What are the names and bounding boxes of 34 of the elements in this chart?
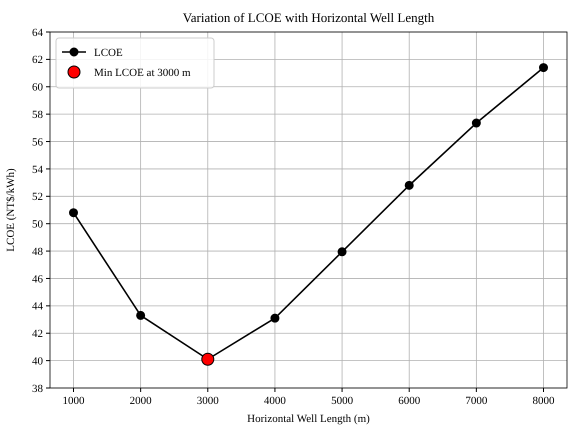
x-tick-label: 6000 [398, 395, 421, 407]
x-tick-label: 8000 [532, 395, 555, 407]
y-tick-label: 40 [32, 355, 44, 368]
y-tick-label: 54 [32, 164, 44, 176]
x-axis-title: Horizontal Well Length (m) [247, 413, 370, 425]
chart-title: Variation of LCOE with Horizontal Well Length [182, 10, 435, 25]
y-tick-label: 62 [32, 54, 43, 66]
y-tick-label: 46 [32, 273, 44, 286]
y-tick-label: 60 [32, 82, 44, 94]
point [270, 314, 280, 323]
y-tick-label: 64 [32, 26, 44, 39]
point [539, 63, 548, 72]
point [338, 247, 347, 256]
y-tick-label: 56 [32, 136, 44, 148]
y-tick-label: 50 [32, 218, 44, 231]
point [136, 310, 146, 320]
legend-label: Min LCOE at 3000 m [94, 66, 191, 79]
y-tick-label: 58 [32, 109, 44, 122]
point [69, 208, 78, 218]
point [404, 180, 414, 190]
y-tick-label: 44 [32, 300, 44, 313]
x-tick-label: 7000 [465, 395, 488, 407]
y-tick-label: 38 [32, 382, 44, 395]
point [472, 118, 481, 128]
y-tick-label: 52 [32, 191, 43, 204]
x-tick-label: 1000 [62, 395, 85, 407]
y-tick-label: 42 [32, 328, 43, 340]
x-tick-label: 5000 [331, 395, 354, 407]
x-tick-label: 2000 [130, 395, 152, 407]
x-tick-label: 3000 [196, 395, 220, 407]
y-axis-title: LCOE (NT$/kWh) [5, 168, 17, 252]
legend-label: LCOE [94, 46, 123, 59]
x-tick-label: 4000 [264, 395, 286, 407]
y-tick-label: 48 [32, 246, 44, 258]
